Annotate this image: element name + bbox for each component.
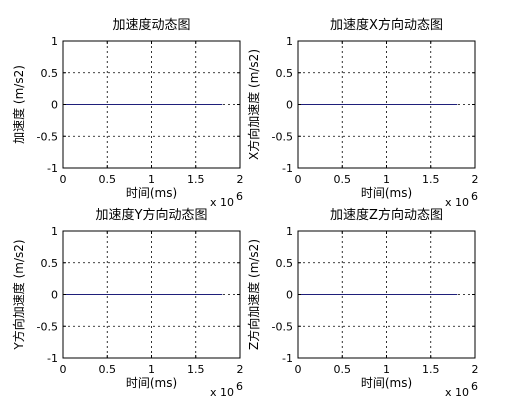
x-tick-label: 1.5: [187, 363, 205, 376]
x-exponent-power: 6: [236, 380, 243, 393]
x-axis-label: 时间(ms): [361, 376, 412, 390]
x-exponent-label: x 10: [210, 386, 234, 399]
x-tick-label: 0.5: [99, 363, 117, 376]
x-axis-label: 时间(ms): [126, 186, 177, 200]
plot-title: 加速度Z方向动态图: [330, 207, 443, 223]
x-exponent-label: x 10: [445, 196, 469, 209]
y-tick-label: -1: [47, 352, 58, 365]
x-tick-label: 0: [295, 363, 302, 376]
y-tick-label: -0.5: [37, 130, 58, 143]
y-tick-label: 1: [51, 225, 58, 238]
x-exponent-power: 6: [236, 190, 243, 203]
x-tick-label: 1.5: [422, 363, 440, 376]
x-tick-label: 0.5: [334, 173, 352, 186]
x-tick-label: 1: [148, 363, 155, 376]
x-exponent-label: x 10: [445, 386, 469, 399]
x-tick-label: 1: [383, 173, 390, 186]
y-tick-label: 0: [286, 99, 293, 112]
x-tick-label: 2: [237, 363, 244, 376]
x-tick-label: 1: [148, 173, 155, 186]
x-tick-label: 1.5: [187, 173, 205, 186]
y-axis-label: Z方向加速度 (m/s2): [246, 239, 261, 350]
y-tick-label: 0: [51, 289, 58, 302]
x-tick-label: 0: [60, 363, 67, 376]
y-tick-label: 0.5: [41, 257, 59, 270]
x-tick-label: 2: [472, 173, 479, 186]
y-tick-label: 0: [51, 99, 58, 112]
x-exponent-power: 6: [471, 190, 478, 203]
y-tick-label: 0: [286, 289, 293, 302]
y-tick-label: -1: [282, 352, 293, 365]
plot-title: 加速度Y方向动态图: [96, 207, 208, 223]
y-axis-label: X方向加速度 (m/s2): [246, 49, 261, 160]
y-tick-label: 1: [286, 225, 293, 238]
y-tick-label: -1: [282, 162, 293, 175]
x-tick-label: 0.5: [99, 173, 117, 186]
y-tick-label: 0.5: [276, 67, 294, 80]
x-axis-label: 时间(ms): [361, 186, 412, 200]
y-tick-label: 1: [51, 35, 58, 48]
x-tick-label: 0: [60, 173, 67, 186]
x-tick-label: 1: [383, 363, 390, 376]
y-tick-label: -0.5: [37, 320, 58, 333]
x-exponent-power: 6: [471, 380, 478, 393]
y-tick-label: -0.5: [272, 130, 293, 143]
y-tick-label: -0.5: [272, 320, 293, 333]
y-axis-label: Y方向加速度 (m/s2): [11, 239, 26, 350]
plot-title: 加速度X方向动态图: [330, 17, 443, 33]
x-tick-label: 0.5: [334, 363, 352, 376]
y-tick-label: 1: [286, 35, 293, 48]
plot-title: 加速度动态图: [112, 17, 190, 33]
x-tick-label: 0: [295, 173, 302, 186]
x-axis-label: 时间(ms): [126, 376, 177, 390]
y-tick-label: -1: [47, 162, 58, 175]
x-tick-label: 2: [237, 173, 244, 186]
y-tick-label: 0.5: [41, 67, 59, 80]
y-tick-label: 0.5: [276, 257, 294, 270]
x-tick-label: 2: [472, 363, 479, 376]
x-exponent-label: x 10: [210, 196, 234, 209]
y-axis-label: 加速度 (m/s2): [11, 65, 26, 144]
x-tick-label: 1.5: [422, 173, 440, 186]
